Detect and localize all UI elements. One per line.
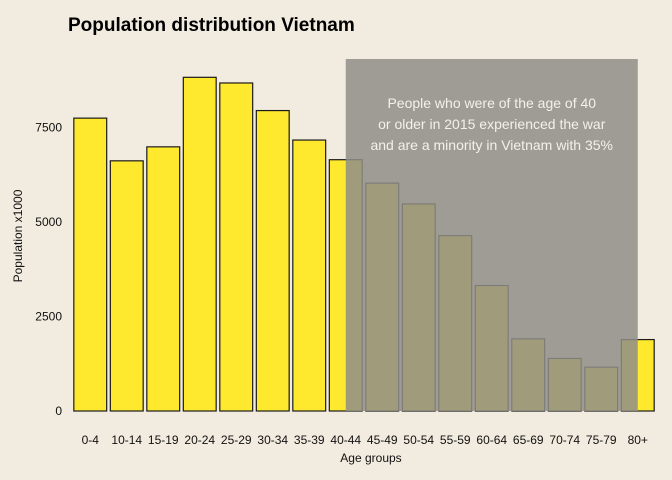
x-tick-label-70-74: 70-74 bbox=[549, 433, 580, 447]
x-tick-label-50-54: 50-54 bbox=[403, 433, 434, 447]
y-axis-ticks: 0 2500 5000 7500 bbox=[35, 121, 62, 418]
x-tick-label-75-79: 75-79 bbox=[586, 433, 617, 447]
highlight-region bbox=[345, 59, 638, 411]
x-tick-label-40-44: 40-44 bbox=[330, 433, 361, 447]
x-tick-label-15-19: 15-19 bbox=[148, 433, 179, 447]
y-tick-label-7500: 7500 bbox=[35, 121, 62, 135]
bar-25-29 bbox=[219, 82, 254, 412]
x-tick-label-65-69: 65-69 bbox=[513, 433, 544, 447]
x-tick-label-25-29: 25-29 bbox=[221, 433, 252, 447]
x-tick-label-45-49: 45-49 bbox=[367, 433, 398, 447]
bar-35-39 bbox=[292, 139, 327, 412]
bar-10-14 bbox=[109, 160, 144, 412]
annotation-line-1: People who were of the age of 40 bbox=[387, 95, 596, 111]
x-axis-label: Age groups bbox=[340, 451, 401, 465]
x-tick-label-55-59: 55-59 bbox=[440, 433, 471, 447]
bars-layer bbox=[73, 76, 655, 412]
x-tick-label-10-14: 10-14 bbox=[111, 433, 142, 447]
x-tick-label-0-4: 0-4 bbox=[82, 433, 100, 447]
y-tick-label-0: 0 bbox=[55, 404, 62, 418]
bar-20-24 bbox=[182, 76, 217, 412]
x-tick-label-80+: 80+ bbox=[628, 433, 648, 447]
highlight-layer bbox=[345, 59, 638, 411]
annotation-layer: People who were of the age of 40 or older… bbox=[370, 95, 613, 153]
bar-30-34 bbox=[255, 109, 290, 412]
annotation-line-2: or older in 2015 experienced the war bbox=[378, 116, 606, 132]
y-tick-label-5000: 5000 bbox=[35, 215, 62, 229]
x-tick-label-60-64: 60-64 bbox=[476, 433, 507, 447]
y-tick-label-2500: 2500 bbox=[35, 310, 62, 324]
x-tick-label-30-34: 30-34 bbox=[257, 433, 288, 447]
x-axis-ticks: 0-4 10-14 15-19 20-24 25-29 30-34 35-39 40-44 45… bbox=[82, 433, 648, 447]
x-tick-label-20-24: 20-24 bbox=[184, 433, 215, 447]
chart-title: Population distribution Vietnam bbox=[68, 15, 355, 36]
bar-0-4 bbox=[73, 117, 108, 412]
bar-15-19 bbox=[146, 146, 181, 412]
y-axis-label: Population x1000 bbox=[11, 189, 25, 282]
annotation-line-3: and are a minority in Vietnam with 35% bbox=[370, 137, 613, 153]
x-tick-label-35-39: 35-39 bbox=[294, 433, 325, 447]
